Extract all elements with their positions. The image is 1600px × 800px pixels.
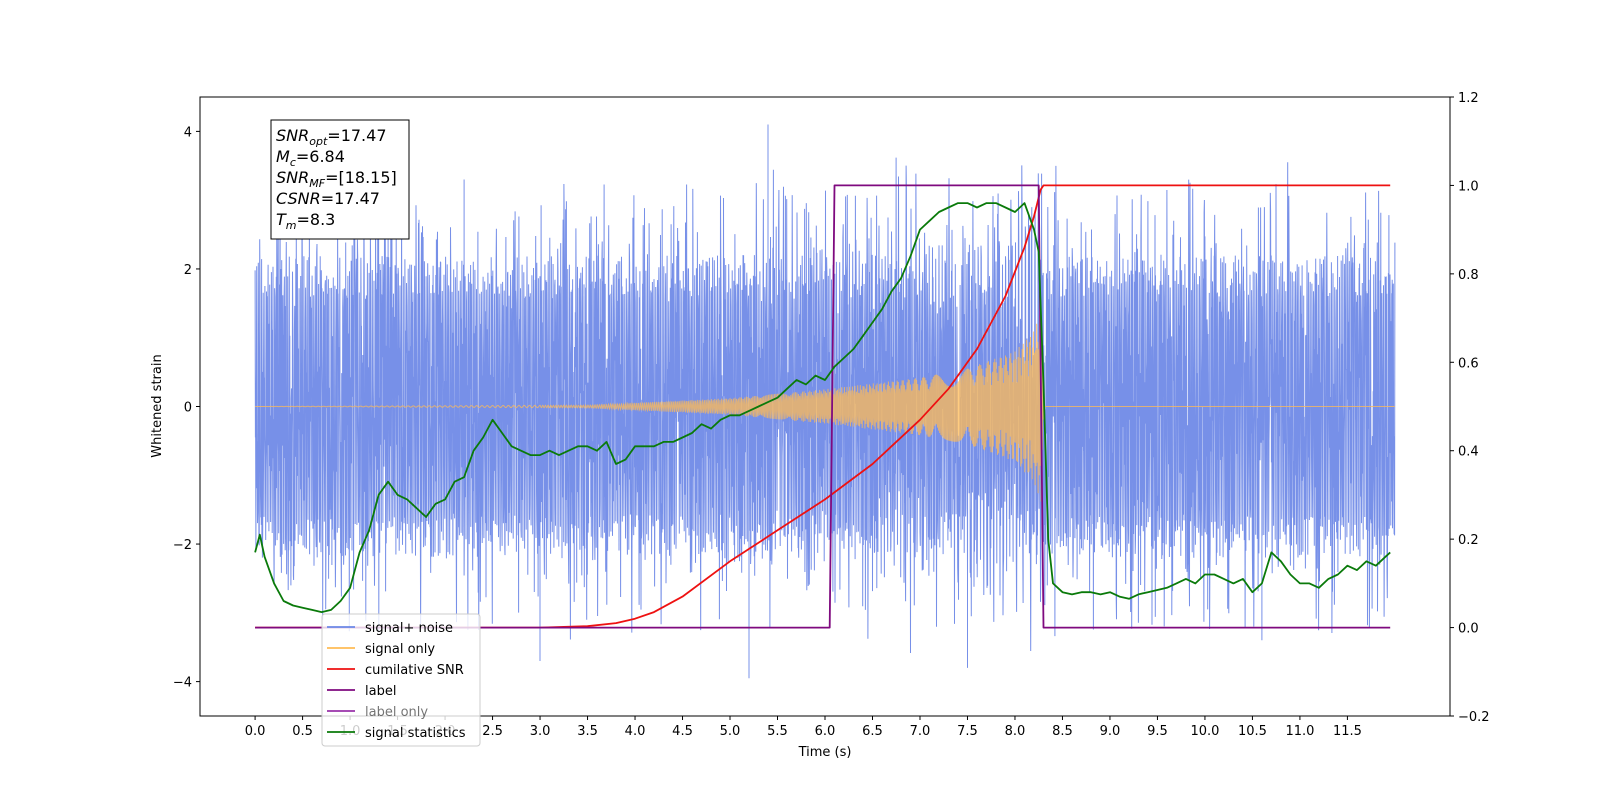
- x-tick-label: 5.0: [720, 724, 741, 739]
- legend-entry: signal statistics: [365, 726, 466, 741]
- x-tick-label: 6.5: [862, 724, 883, 739]
- x-tick-label: 11.0: [1285, 724, 1314, 739]
- y-left-tick-label: 0: [184, 401, 192, 416]
- y-axis-label-left: Whitened strain: [150, 354, 165, 457]
- x-tick-label: 11.5: [1333, 724, 1362, 739]
- info-line: CSNR=17.47: [276, 189, 380, 208]
- x-tick-label: 10.0: [1190, 724, 1219, 739]
- y-right-tick-label: −0.2: [1458, 710, 1490, 725]
- info-line: SNRMF=[18.15]: [276, 168, 397, 190]
- info-box: SNRopt=17.47Mc=6.84SNRMF=[18.15]CSNR=17.…: [270, 119, 410, 240]
- x-tick-label: 8.0: [1005, 724, 1026, 739]
- x-tick-label: 3.0: [530, 724, 551, 739]
- x-tick-label: 5.5: [767, 724, 788, 739]
- series-signal-noise: [254, 124, 1396, 679]
- series-signal-statistics: [254, 202, 1391, 613]
- y-right-tick-label: 0.6: [1458, 356, 1479, 371]
- y-left-tick-label: 2: [184, 263, 192, 278]
- series-signal-only: [255, 315, 1395, 502]
- x-tick-label: 10.5: [1238, 724, 1267, 739]
- x-tick-label: 3.5: [577, 724, 598, 739]
- x-tick-label: 0.5: [292, 724, 313, 739]
- x-tick-label: 2.5: [482, 724, 503, 739]
- info-line: SNRopt=17.47: [276, 126, 387, 148]
- legend: signal+ noise signal only cumilative SNR la…: [321, 613, 481, 747]
- y-left-tick-label: −2: [173, 538, 192, 553]
- y-right-tick-label: 0.0: [1458, 622, 1479, 637]
- x-tick-label: 7.0: [910, 724, 931, 739]
- info-line: Tm=8.3: [276, 210, 335, 232]
- legend-entry: label only: [365, 705, 428, 720]
- y-right-tick-label: 0.4: [1458, 445, 1479, 460]
- x-tick-label: 9.5: [1147, 724, 1168, 739]
- legend-entry: cumilative SNR: [365, 663, 464, 678]
- info-box-frame: [270, 119, 410, 240]
- x-tick-label: 8.5: [1052, 724, 1073, 739]
- series-label: [255, 184, 1391, 629]
- y-left-tick-label: −4: [173, 676, 192, 691]
- legend-entry: signal+ noise: [365, 621, 453, 636]
- x-tick-label: 7.5: [957, 724, 978, 739]
- series-layer: [254, 124, 1396, 679]
- x-tick-label: 9.0: [1100, 724, 1121, 739]
- legend-entry: signal only: [365, 642, 435, 657]
- x-axis-label: Time (s): [798, 745, 852, 760]
- x-tick-label: 0.0: [245, 724, 266, 739]
- y-right-tick-label: 0.2: [1458, 533, 1479, 548]
- legend-box: [321, 613, 481, 747]
- y-right-tick-label: 0.8: [1458, 268, 1479, 283]
- y-right-tick-label: 1.0: [1458, 179, 1479, 194]
- y-right-tick-label: 1.2: [1458, 91, 1479, 106]
- x-tick-label: 4.5: [672, 724, 693, 739]
- x-tick-label: 6.0: [815, 724, 836, 739]
- info-line: Mc=6.84: [276, 147, 345, 169]
- series-cumilative-snr: [255, 184, 1391, 629]
- legend-entry: label: [365, 684, 396, 699]
- x-tick-label: 4.0: [625, 724, 646, 739]
- y-left-tick-label: 4: [184, 125, 192, 140]
